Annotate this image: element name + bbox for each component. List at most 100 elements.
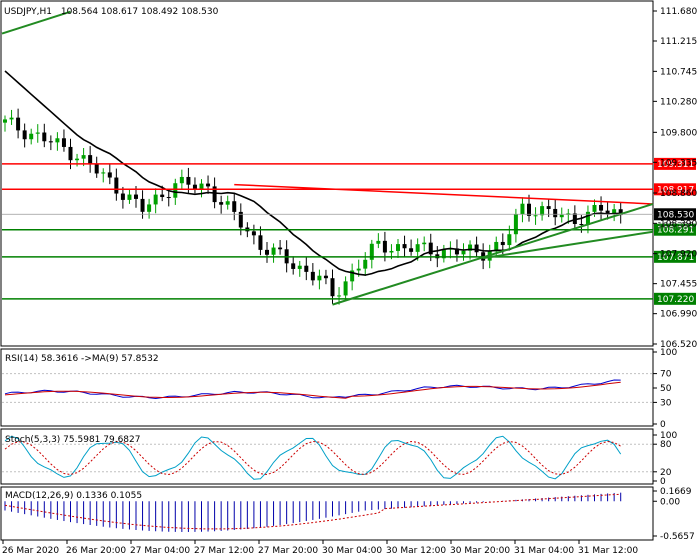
macd-tick-label: 0.1669 [660,487,692,497]
candle-body [48,141,53,143]
candle-body [107,172,112,178]
trendline-top-left [1,10,71,35]
price-tick-label: 111.680 [660,7,697,17]
candle-body [605,210,610,214]
candle-body [389,250,394,253]
ohlc-values: 108.564 108.617 108.492 108.530 [61,7,219,17]
resistance-trendline [234,183,654,205]
rsi-tick-label: 100 [660,348,677,358]
candle-body [540,206,545,216]
current-price-label: 108.530 [657,210,694,220]
candle-body [454,248,459,255]
rsi-label: RSI(14) 58.3616 ->MA(9) 57.8532 [5,354,159,364]
candle-body [16,117,21,131]
candle-body [140,198,145,212]
rsi-tick-label: 0 [660,420,666,430]
candle-body [134,194,138,199]
candle-body [238,211,243,228]
candle-body [22,130,27,140]
price-panel[interactable] [0,0,654,347]
candle-body [461,250,466,255]
candle-body [553,208,558,218]
candle-body [297,265,302,269]
candle-body [579,223,584,225]
level-price-label: 108.917 [657,185,694,195]
candle-body [513,214,518,235]
time-tick-label: 31 Mar 12:00 [578,546,638,556]
stoch-tick-label: 80 [660,440,672,450]
candle-body [369,243,374,260]
stoch-tick-label: 100 [660,431,677,441]
candle-body [42,132,47,142]
price-tick-label: 110.745 [660,67,697,77]
stoch-tick-label: 20 [660,468,672,478]
candle-body [592,204,597,212]
candle-body [179,176,184,184]
candle-body [160,194,165,198]
level-price-label: 109.311 [657,160,694,170]
candle-body [199,183,204,189]
macd-tick-label: -0.5657 [660,532,695,542]
candle-body [507,234,512,246]
candle-body [232,201,237,212]
rsi-axis: 100 70 50 30 0 [653,348,677,430]
support-trendline-steep [332,203,654,306]
price-axis: 111.680 111.215 110.745 110.280 109.800 109.3… [653,7,697,350]
stoch-main-line [4,435,622,480]
candle-body [599,204,604,211]
candle-body [29,133,34,140]
level-price-box [654,292,696,305]
candle-body [396,244,400,251]
candle-body [147,204,152,212]
time-tick-label: 30 Mar 12:00 [386,546,446,556]
candle-body [9,117,14,120]
price-tick-label: 109.800 [660,128,697,138]
candle-body [173,183,178,198]
candle-body [114,177,119,194]
time-tick-label: 30 Mar 20:00 [450,546,510,556]
candle-body [61,138,66,147]
time-tick-label: 26 Mar 2020 [2,546,59,556]
candle-body [88,155,93,165]
candle-body [559,214,564,218]
candle-body [323,275,328,279]
candle-body [120,193,125,200]
candle-body [363,259,368,269]
candle-body [101,172,106,174]
candle-body [356,268,361,271]
candle-body [500,241,505,246]
candle-body [402,244,407,249]
candle-body [546,206,551,209]
price-tick-label: 110.280 [660,97,697,107]
candle-body [166,197,171,199]
candle-body [291,263,296,269]
candle-body [428,242,433,255]
macd-label: MACD(12,26,9) 0.1336 0.1055 [5,491,142,501]
price-tick-label: 109.335 [660,158,697,168]
level-price-label: 107.871 [657,253,694,263]
candle-body [527,203,531,216]
current-price-partial-label: 108.390 [657,221,694,231]
candle-body [474,244,479,253]
level-price-label: 108.291 [657,226,694,236]
candle-body [382,240,387,253]
candle-body [409,248,414,252]
time-tick-label: 26 Mar 20:00 [66,546,126,556]
candle-body [68,146,73,161]
price-tick-label: 108.860 [660,189,697,199]
macd-signal-line [4,493,621,530]
candle-body [533,215,538,217]
level-price-box [654,250,696,263]
candle-body [127,194,132,200]
stoch-panel[interactable] [0,428,654,485]
rsi-panel[interactable] [0,348,654,427]
candle-body [219,202,224,205]
candle-body [310,271,315,281]
price-tick-label: 107.455 [660,280,697,290]
price-tick-label: 106.990 [660,310,697,320]
candle-body [330,278,335,297]
moving-average-line [4,70,621,276]
candle-body [494,241,499,252]
candle-body [271,247,276,255]
